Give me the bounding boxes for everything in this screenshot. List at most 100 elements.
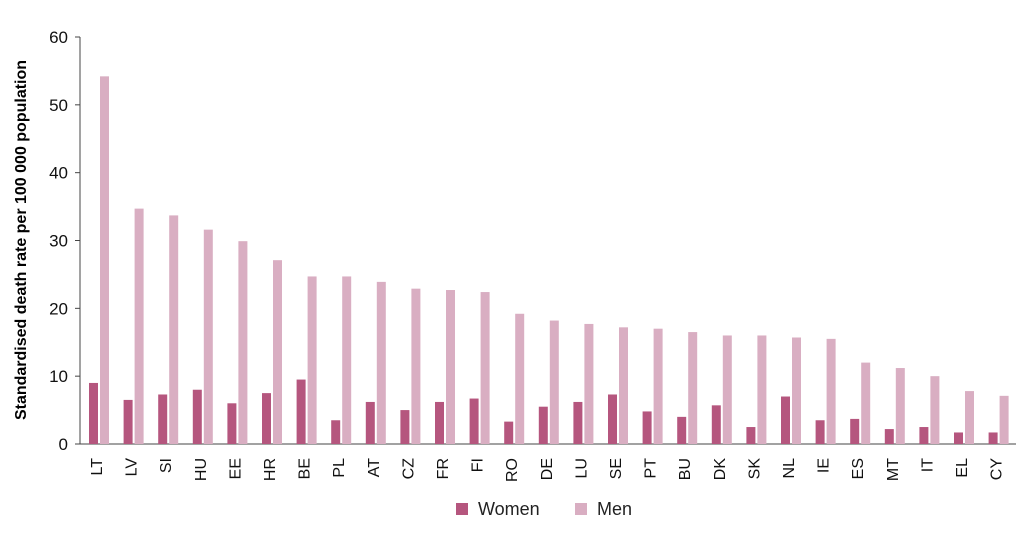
legend: Women Men: [0, 497, 1036, 521]
x-tick-label: HU: [193, 458, 210, 481]
x-tick-label: EL: [954, 458, 971, 478]
y-tick-label: 50: [49, 96, 68, 115]
legend-swatch-men: [575, 503, 587, 515]
bar-women-dk: [711, 405, 721, 444]
bar-women-ro: [504, 421, 514, 444]
bar-men-es: [861, 362, 871, 444]
bar-women-hu: [192, 389, 202, 444]
x-tick-label: PL: [331, 458, 348, 478]
bar-women-de: [538, 406, 548, 444]
x-tick-label: PT: [643, 458, 660, 479]
bar-women-pl: [331, 420, 341, 444]
bar-women-ee: [227, 403, 237, 444]
x-tick-label: BU: [677, 458, 694, 480]
x-tick-label: SK: [746, 458, 763, 480]
x-tick-label: CY: [989, 458, 1006, 481]
bar-women-es: [850, 418, 860, 444]
x-tick-label: MT: [885, 458, 902, 481]
x-tick-label: DK: [712, 458, 729, 481]
y-tick-label: 20: [49, 299, 68, 318]
x-tick-label: IE: [816, 458, 833, 473]
bar-women-cy: [988, 432, 998, 444]
bar-men-sk: [757, 335, 767, 444]
bar-men-pl: [342, 276, 352, 444]
bar-women-el: [954, 432, 963, 444]
x-tick-label: ES: [850, 458, 867, 479]
bar-men-bu: [688, 332, 698, 444]
bar-women-cz: [400, 410, 410, 444]
x-tick-label: CZ: [400, 458, 417, 480]
bar-women-fi: [469, 398, 479, 444]
x-tick-label: SI: [158, 458, 175, 473]
bar-men-hr: [273, 260, 282, 444]
bar-women-hr: [262, 393, 271, 444]
x-tick-label: LU: [573, 458, 590, 478]
bar-women-pt: [642, 411, 652, 444]
bar-men-fr: [446, 290, 455, 444]
bar-women-sk: [746, 427, 756, 444]
bar-men-ee: [238, 241, 248, 444]
bar-women-mt: [884, 429, 894, 444]
bar-women-bu: [677, 416, 687, 444]
y-tick-label: 10: [49, 367, 68, 386]
x-axis-tick-labels: LT LV SI HU EE HR BE PL AT CZ FR FI RO DE LU SE PT BU DK SK…: [89, 458, 1006, 482]
bars: [89, 76, 1009, 445]
x-tick-label: LT: [89, 458, 106, 476]
y-tick-label: 30: [49, 232, 68, 251]
x-tick-label: HR: [262, 458, 279, 481]
x-tick-label: LV: [124, 458, 141, 477]
bar-men-pt: [653, 328, 663, 444]
bar-men-si: [169, 215, 179, 444]
bar-men-it: [930, 376, 940, 444]
bar-men-lt: [100, 76, 109, 445]
bar-men-fi: [480, 292, 490, 444]
legend-item-men: Men: [575, 497, 632, 521]
x-tick-label: FR: [435, 458, 452, 479]
legend-item-women: Women: [456, 497, 540, 521]
y-axis-ticks: 0 10 20 30 40 50 60: [49, 28, 80, 454]
bar-women-it: [919, 427, 929, 444]
x-tick-label: FI: [470, 458, 487, 472]
bar-men-nl: [792, 337, 801, 444]
legend-label-women: Women: [478, 498, 540, 519]
bar-women-se: [608, 394, 617, 444]
bar-men-at: [376, 281, 386, 444]
bar-men-se: [619, 327, 628, 444]
bar-women-be: [296, 379, 306, 444]
y-axis-title-text: Standardised death rate per 100 000 popu…: [13, 59, 30, 421]
bar-women-si: [158, 394, 168, 444]
bar-men-dk: [722, 335, 732, 444]
x-tick-label: DE: [539, 458, 556, 480]
legend-swatch-women: [456, 503, 468, 515]
bar-men-mt: [895, 368, 905, 444]
bar-women-nl: [781, 396, 790, 444]
bar-women-lt: [89, 382, 98, 444]
x-tick-label: IT: [919, 458, 936, 472]
bar-women-at: [365, 401, 375, 444]
y-tick-label: 0: [59, 435, 68, 454]
legend-label-men: Men: [597, 498, 633, 519]
bar-women-fr: [435, 401, 444, 444]
bar-men-lu: [584, 323, 594, 444]
bar-women-ie: [815, 420, 825, 444]
bar-men-be: [307, 276, 317, 444]
y-tick-label: 60: [49, 28, 68, 47]
x-tick-label: SE: [608, 458, 625, 479]
bar-men-ro: [515, 313, 525, 444]
y-axis-title: Standardised death rate per 100 000 popu…: [2, 35, 42, 445]
bar-women-lv: [123, 399, 133, 444]
bar-men-de: [549, 320, 559, 444]
bar-men-hu: [203, 229, 213, 444]
x-tick-label: RO: [504, 458, 521, 482]
x-tick-label: BE: [297, 458, 314, 479]
bar-men-ie: [826, 338, 836, 444]
bar-men-cy: [999, 395, 1009, 444]
bar-men-lv: [134, 208, 144, 444]
bar-men-el: [965, 391, 974, 444]
y-tick-label: 40: [49, 164, 68, 183]
x-tick-label: NL: [781, 458, 798, 479]
x-tick-label: AT: [366, 458, 383, 477]
x-tick-label: EE: [227, 458, 244, 479]
bar-men-cz: [411, 288, 421, 444]
